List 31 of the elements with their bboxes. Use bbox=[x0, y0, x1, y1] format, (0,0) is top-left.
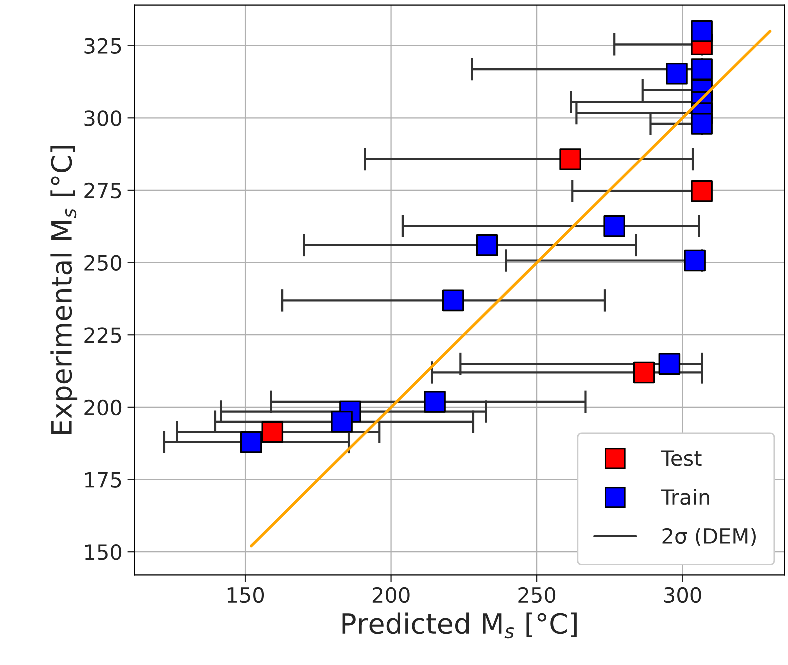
y-tick-label: 150 bbox=[85, 544, 122, 560]
x-tick-label: 250 bbox=[518, 587, 556, 604]
point bbox=[476, 234, 498, 256]
point bbox=[691, 20, 713, 42]
point bbox=[442, 290, 464, 312]
x-axis-title: Predicted M$_{s}$ [°C] bbox=[342, 612, 577, 639]
y-tick-label: 325 bbox=[84, 38, 122, 54]
point bbox=[240, 432, 262, 454]
point bbox=[691, 180, 713, 202]
point bbox=[633, 362, 656, 384]
y-tick-label: 250 bbox=[84, 255, 122, 271]
y-tick-label: 175 bbox=[85, 472, 122, 488]
legend-label: Train bbox=[661, 489, 710, 506]
annotation: 2σ (DEM) bbox=[662, 528, 756, 547]
x-tick-label: 200 bbox=[372, 587, 410, 604]
point bbox=[331, 411, 353, 433]
point bbox=[684, 250, 706, 272]
x-tick-label: 150 bbox=[228, 587, 264, 604]
y-tick-label: 275 bbox=[84, 182, 122, 199]
legend-label: Test bbox=[661, 450, 702, 466]
y-tick-label: 300 bbox=[84, 110, 122, 126]
point bbox=[560, 148, 582, 170]
y-tick-label: 200 bbox=[84, 400, 122, 416]
point bbox=[424, 391, 446, 413]
point bbox=[604, 215, 626, 238]
point bbox=[262, 421, 284, 444]
point bbox=[666, 62, 688, 85]
x-tick-label: 300 bbox=[664, 587, 702, 604]
point bbox=[658, 353, 681, 375]
y-tick-label: 225 bbox=[84, 328, 122, 344]
y-axis-title: Experimental M$_{s}$ [°C] bbox=[50, 146, 78, 434]
